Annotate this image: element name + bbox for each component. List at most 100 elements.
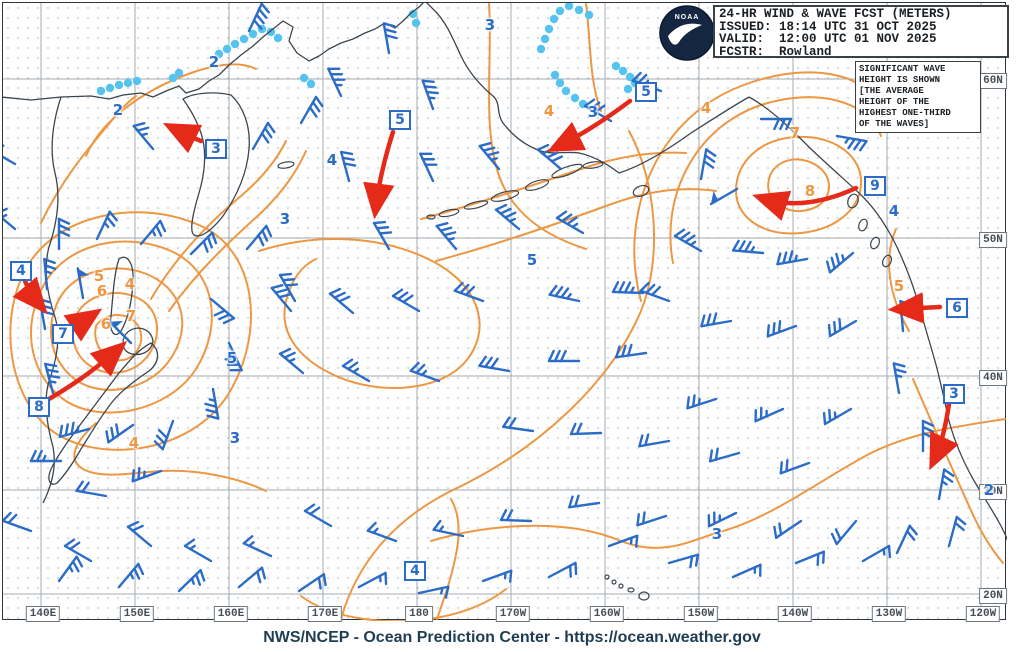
wind-barb xyxy=(766,319,798,338)
barb-full-tick xyxy=(594,104,606,114)
barb-full-tick xyxy=(779,461,783,475)
barb-full-tick xyxy=(309,506,321,516)
barb-full-tick xyxy=(7,513,18,524)
wind-barb xyxy=(636,511,668,527)
barb-full-tick xyxy=(834,528,842,541)
barb-shaft xyxy=(937,468,946,501)
barb-full-tick xyxy=(847,137,856,150)
barb-shaft xyxy=(667,553,700,565)
barb-full-tick xyxy=(561,213,573,223)
barb-full-tick xyxy=(47,374,61,379)
barb-half-tick xyxy=(140,132,148,137)
noaa-logo: NOAA xyxy=(658,4,716,62)
wave-contour xyxy=(30,240,213,414)
ice-dot xyxy=(408,9,418,19)
ice-dot xyxy=(273,33,283,43)
barb-shaft xyxy=(211,387,220,420)
barb-full-tick xyxy=(743,240,752,253)
note-line: HEIGHT OF THE xyxy=(859,97,930,107)
island xyxy=(277,161,295,169)
barb-full-tick xyxy=(366,521,377,532)
ice-dot xyxy=(618,66,628,76)
barb-full-tick xyxy=(397,291,409,301)
barb-shaft xyxy=(754,407,785,423)
barb-half-tick xyxy=(793,254,798,263)
wave-contour xyxy=(912,378,1004,564)
island xyxy=(881,254,893,268)
wind-barb xyxy=(937,468,955,501)
barb-full-tick xyxy=(415,363,426,374)
barb-full-tick xyxy=(954,521,965,532)
barb-shaft xyxy=(700,319,733,328)
barb-shaft xyxy=(57,555,78,583)
wind-barb xyxy=(499,508,533,523)
barb-half-tick xyxy=(571,222,579,229)
barb-full-tick xyxy=(553,349,561,363)
barb-full-tick xyxy=(714,447,719,461)
wind-barb xyxy=(631,71,663,93)
barb-full-tick xyxy=(432,519,442,531)
ice-dot xyxy=(239,34,249,44)
barb-full-tick xyxy=(505,509,514,522)
ice-dot xyxy=(411,18,421,28)
barb-full-tick xyxy=(213,309,226,317)
island xyxy=(627,587,635,593)
barb-full-tick xyxy=(908,524,918,536)
barb-full-tick xyxy=(131,524,144,532)
barb-full-tick xyxy=(115,423,120,437)
barb-half-tick xyxy=(151,229,157,237)
wind-barb xyxy=(615,343,648,359)
barb-half-tick xyxy=(248,541,255,548)
barb-pennant xyxy=(109,320,123,328)
barb-full-tick xyxy=(631,71,642,82)
barb-full-tick xyxy=(905,530,916,541)
wave-contour xyxy=(258,238,481,389)
barb-full-tick xyxy=(583,98,596,108)
ice-dot xyxy=(222,44,232,54)
barb-half-tick xyxy=(447,237,455,242)
island xyxy=(463,200,489,210)
ice-dot xyxy=(114,80,124,90)
barb-full-tick xyxy=(45,368,59,373)
barb-full-tick xyxy=(256,570,262,584)
barb-full-tick xyxy=(153,440,164,451)
ice-dot xyxy=(96,86,106,96)
barb-full-tick xyxy=(691,394,696,408)
barb-full-tick xyxy=(623,281,632,294)
wind-barb xyxy=(822,407,853,426)
ice-dot xyxy=(564,3,574,11)
barb-full-tick xyxy=(202,240,209,253)
wind-barb xyxy=(700,312,733,328)
barb-full-tick xyxy=(64,423,69,437)
wind-barb xyxy=(673,228,703,253)
wind-barb xyxy=(699,148,717,181)
ice-dot xyxy=(611,61,621,71)
wave-contour xyxy=(150,140,287,300)
ice-dot xyxy=(544,24,554,34)
ice-dot xyxy=(299,73,309,83)
wind-barb xyxy=(638,433,671,448)
title-block: 24-HR WIND & WAVE FCST (METERS) ISSUED: 1… xyxy=(713,5,1009,58)
barb-full-tick xyxy=(554,286,564,298)
wind-barb xyxy=(278,347,305,375)
barb-shaft xyxy=(568,501,601,509)
barb-full-tick xyxy=(266,121,276,134)
barb-full-tick xyxy=(708,449,714,463)
barb-half-tick xyxy=(440,586,444,595)
barb-full-tick xyxy=(887,544,892,559)
barb-full-tick xyxy=(694,553,700,567)
barb-full-tick xyxy=(566,216,578,226)
barb-full-tick xyxy=(443,231,457,237)
barb-half-tick xyxy=(438,525,445,533)
barb-full-tick xyxy=(205,408,219,414)
wind-barb xyxy=(105,423,135,444)
barb-shaft xyxy=(502,425,535,433)
barb-shaft xyxy=(636,514,668,527)
barb-full-tick xyxy=(340,150,354,156)
barb-full-tick xyxy=(689,555,694,569)
barb-full-tick xyxy=(284,283,299,287)
barb-half-tick xyxy=(352,367,360,374)
barb-full-tick xyxy=(568,495,574,509)
barb-full-tick xyxy=(435,221,449,228)
wind-barb xyxy=(391,288,421,313)
